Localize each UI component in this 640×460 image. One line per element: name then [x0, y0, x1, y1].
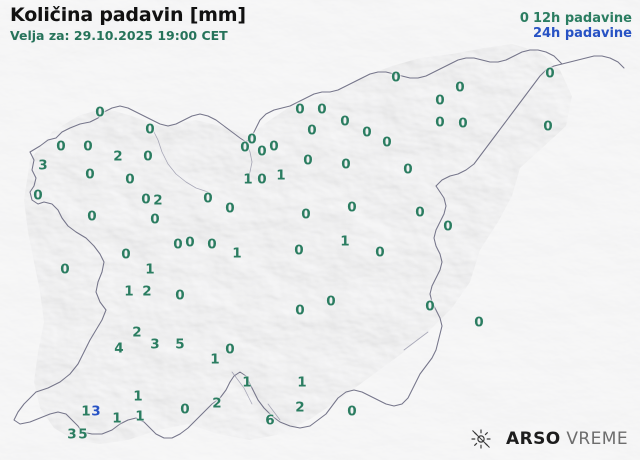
station-value[interactable]: 3 [150, 336, 160, 353]
border-lines [13, 49, 625, 439]
station-value[interactable]: 0 [458, 115, 468, 132]
station-value[interactable]: 1 [340, 233, 350, 250]
station-value[interactable]: 4 [114, 340, 124, 357]
brand-primary: ARSO [506, 429, 561, 449]
station-value[interactable]: 0 [545, 65, 555, 82]
station-value[interactable]: 0 [269, 138, 279, 155]
station-value[interactable]: 2 [113, 148, 123, 165]
station-value[interactable]: 0 [185, 234, 195, 251]
station-value[interactable]: 2 [153, 192, 163, 209]
station-value[interactable]: 6 [265, 412, 275, 429]
station-value[interactable]: 0 [341, 156, 351, 173]
station-value[interactable]: 0 [207, 236, 217, 253]
station-value[interactable]: 1 [242, 374, 252, 391]
legend-row-12h: 0 12h padavine [520, 11, 632, 26]
station-value[interactable]: 1 [145, 261, 155, 278]
station-value[interactable]: 0 [347, 199, 357, 216]
station-value[interactable]: 2 [212, 395, 222, 412]
station-value[interactable]: 1 [124, 283, 134, 300]
station-value[interactable]: 0 [247, 131, 257, 148]
station-value[interactable]: 0 [543, 118, 553, 135]
station-value[interactable]: 0 [225, 341, 235, 358]
station-value[interactable]: 1 [232, 245, 242, 262]
station-value[interactable]: 1 [135, 408, 145, 425]
station-value[interactable]: 0 [340, 113, 350, 130]
station-value[interactable]: 0 [145, 121, 155, 138]
station-value[interactable]: 1 [243, 171, 253, 188]
station-value[interactable]: 0 [180, 401, 190, 418]
station-value[interactable]: 0 [415, 204, 425, 221]
station-value[interactable]: 0 [425, 298, 435, 315]
station-value[interactable]: 0 [143, 148, 153, 165]
station-value[interactable]: 0 [60, 261, 70, 278]
map-header: Količina padavin [mm] Velja za: 29.10.20… [10, 4, 246, 44]
sun-rays-icon [471, 429, 491, 449]
station-value[interactable]: 0 [326, 293, 336, 310]
station-value[interactable]: 0 [83, 138, 93, 155]
station-value[interactable]: 0 [301, 206, 311, 223]
station-value[interactable]: 0 [362, 124, 372, 141]
station-value[interactable]: 1 [276, 167, 286, 184]
station-value[interactable]: 0 [403, 161, 413, 178]
brand-footer: ARSO VREME [470, 428, 628, 450]
station-value[interactable]: 2 [142, 283, 152, 300]
station-value[interactable]: 0 [307, 122, 317, 139]
station-value[interactable]: 0 [295, 101, 305, 118]
legend-sample-value: 0 [519, 11, 529, 26]
station-value[interactable]: 0 [435, 114, 445, 131]
brand-text: ARSO VREME [506, 429, 628, 449]
legend: 0 12h padavine 0 24h padavine [520, 11, 632, 41]
station-value[interactable]: 0 [303, 152, 313, 169]
station-value[interactable]: 0 [317, 101, 327, 118]
station-value[interactable]: 0 [225, 200, 235, 217]
station-value[interactable]: 0 [391, 69, 401, 86]
station-value[interactable]: 0 [382, 134, 392, 151]
station-value[interactable]: 1 [133, 388, 143, 405]
station-value[interactable]: 0 [33, 187, 43, 204]
station-value[interactable]: 0 [294, 242, 304, 259]
valid-for-timestamp: Velja za: 29.10.2025 19:00 CET [10, 28, 228, 43]
station-value[interactable]: 0 [375, 244, 385, 261]
station-value[interactable]: 0 [455, 79, 465, 96]
station-value[interactable]: 0 [175, 287, 185, 304]
page-title: Količina padavin [mm] [10, 4, 246, 26]
station-value[interactable]: 0 [257, 143, 267, 160]
legend-label-12h: 12h padavine [532, 11, 632, 26]
station-value[interactable]: 0 [87, 208, 97, 225]
station-value[interactable]: 3 [91, 403, 101, 420]
station-value[interactable]: 0 [150, 211, 160, 228]
station-value[interactable]: 3 [38, 157, 48, 174]
brand-secondary: VREME [566, 429, 628, 449]
station-value[interactable]: 0 [56, 138, 66, 155]
station-value[interactable]: 2 [132, 324, 142, 341]
station-value[interactable]: 0 [240, 139, 250, 156]
station-value[interactable]: 1 [81, 403, 91, 420]
station-value[interactable]: 5 [78, 426, 88, 443]
station-value[interactable]: 0 [125, 171, 135, 188]
station-value[interactable]: 0 [121, 246, 131, 263]
station-value[interactable]: 1 [297, 374, 307, 391]
station-value[interactable]: 0 [435, 92, 445, 109]
station-value[interactable]: 0 [443, 218, 453, 235]
station-value[interactable]: 0 [257, 171, 267, 188]
station-value[interactable]: 0 [141, 191, 151, 208]
station-value[interactable]: 1 [210, 351, 220, 368]
legend-label-24h: 24h padavine [532, 26, 632, 41]
station-value[interactable]: 5 [175, 336, 185, 353]
station-value[interactable]: 3 [67, 426, 77, 443]
station-value[interactable]: 0 [295, 302, 305, 319]
station-value[interactable]: 0 [173, 236, 183, 253]
station-value[interactable]: 0 [347, 403, 357, 420]
station-value[interactable]: 0 [203, 190, 213, 207]
legend-row-24h: 0 24h padavine [520, 26, 632, 41]
station-value[interactable]: 0 [95, 104, 105, 121]
station-value[interactable]: 2 [295, 399, 305, 416]
station-value[interactable]: 0 [474, 314, 484, 331]
station-value[interactable]: 0 [85, 166, 95, 183]
station-value[interactable]: 1 [112, 410, 122, 427]
